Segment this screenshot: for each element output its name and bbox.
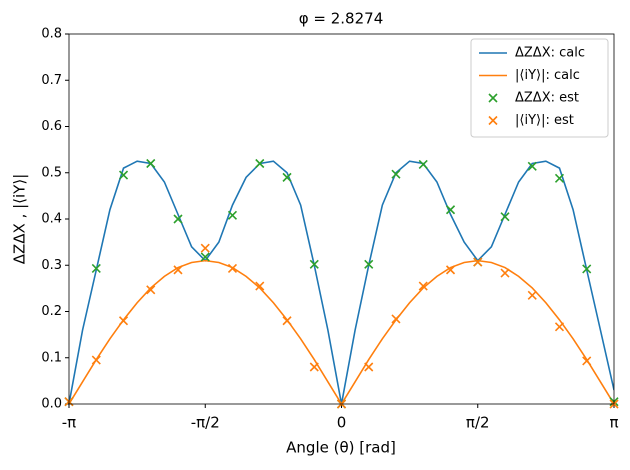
scatter-point xyxy=(582,356,592,366)
x-tick-label: -π xyxy=(62,414,76,432)
scatter-point xyxy=(309,362,319,372)
scatter-point xyxy=(227,210,238,220)
scatter-point xyxy=(554,322,565,332)
scatter-point xyxy=(282,316,292,326)
y-tick-label: 0.4 xyxy=(41,212,62,227)
scatter-point xyxy=(227,263,238,274)
legend-label: ΔZΔX: est xyxy=(515,91,579,106)
legend-label: ΔZΔX: calc xyxy=(515,46,585,61)
scatter-point xyxy=(418,281,428,291)
legend-box xyxy=(470,38,609,138)
scatter-point xyxy=(391,314,401,324)
scatter-point xyxy=(500,268,510,278)
scatter-point xyxy=(364,259,374,269)
scatter-point xyxy=(445,265,456,275)
line xyxy=(69,160,614,404)
x-axis-label: Angle (θ) [rad] xyxy=(286,439,396,457)
y-tick-label: 0.3 xyxy=(41,258,62,273)
scatter-point xyxy=(309,259,319,269)
legend-marker xyxy=(488,93,498,103)
x-tick-label: 0 xyxy=(337,414,347,432)
legend-marker xyxy=(488,115,498,126)
chart-title: φ = 2.8274 xyxy=(299,10,384,28)
scatter-point xyxy=(473,257,483,267)
scatter-point xyxy=(255,158,265,169)
scatter-point xyxy=(200,243,210,253)
scatter-point xyxy=(445,205,456,215)
line xyxy=(69,259,614,404)
scatter-point xyxy=(418,159,428,169)
x-tick-label: -π/2 xyxy=(191,414,220,432)
scatter-point xyxy=(118,316,129,326)
scatter-point xyxy=(146,158,156,169)
scatter-point xyxy=(527,161,537,171)
scatter-point xyxy=(200,252,210,262)
plot-frame xyxy=(68,33,615,405)
y-tick-label: 0.0 xyxy=(41,397,62,412)
x-tick-label: π xyxy=(609,414,618,432)
y-tick-label: 0.8 xyxy=(41,27,62,42)
scatter-point xyxy=(391,169,401,179)
scatter-point xyxy=(173,214,183,224)
y-tick-label: 0.1 xyxy=(41,350,62,365)
scatter-point xyxy=(554,173,565,183)
y-tick-label: 0.6 xyxy=(41,119,62,134)
scatter-point xyxy=(173,265,183,275)
y-axis-label: ΔZΔX , |⟨iY⟩| xyxy=(11,174,29,265)
y-tick-label: 0.2 xyxy=(41,304,62,319)
legend-label: |⟨iY⟩|: est xyxy=(515,113,574,128)
scatter-point xyxy=(146,285,156,295)
scatter-point xyxy=(91,355,101,365)
legend-label: |⟨iY⟩|: calc xyxy=(515,68,580,83)
scatter-point xyxy=(500,212,510,222)
scatter-point xyxy=(118,170,129,180)
scatter-point xyxy=(364,362,374,372)
scatter-point xyxy=(527,290,537,300)
y-tick-label: 0.7 xyxy=(41,73,62,88)
x-tick-label: π/2 xyxy=(466,414,490,432)
scatter-point xyxy=(282,172,292,182)
scatter-point xyxy=(91,263,101,274)
scatter-point xyxy=(255,281,265,291)
y-tick-label: 0.5 xyxy=(41,165,62,180)
scatter-point xyxy=(582,264,592,274)
